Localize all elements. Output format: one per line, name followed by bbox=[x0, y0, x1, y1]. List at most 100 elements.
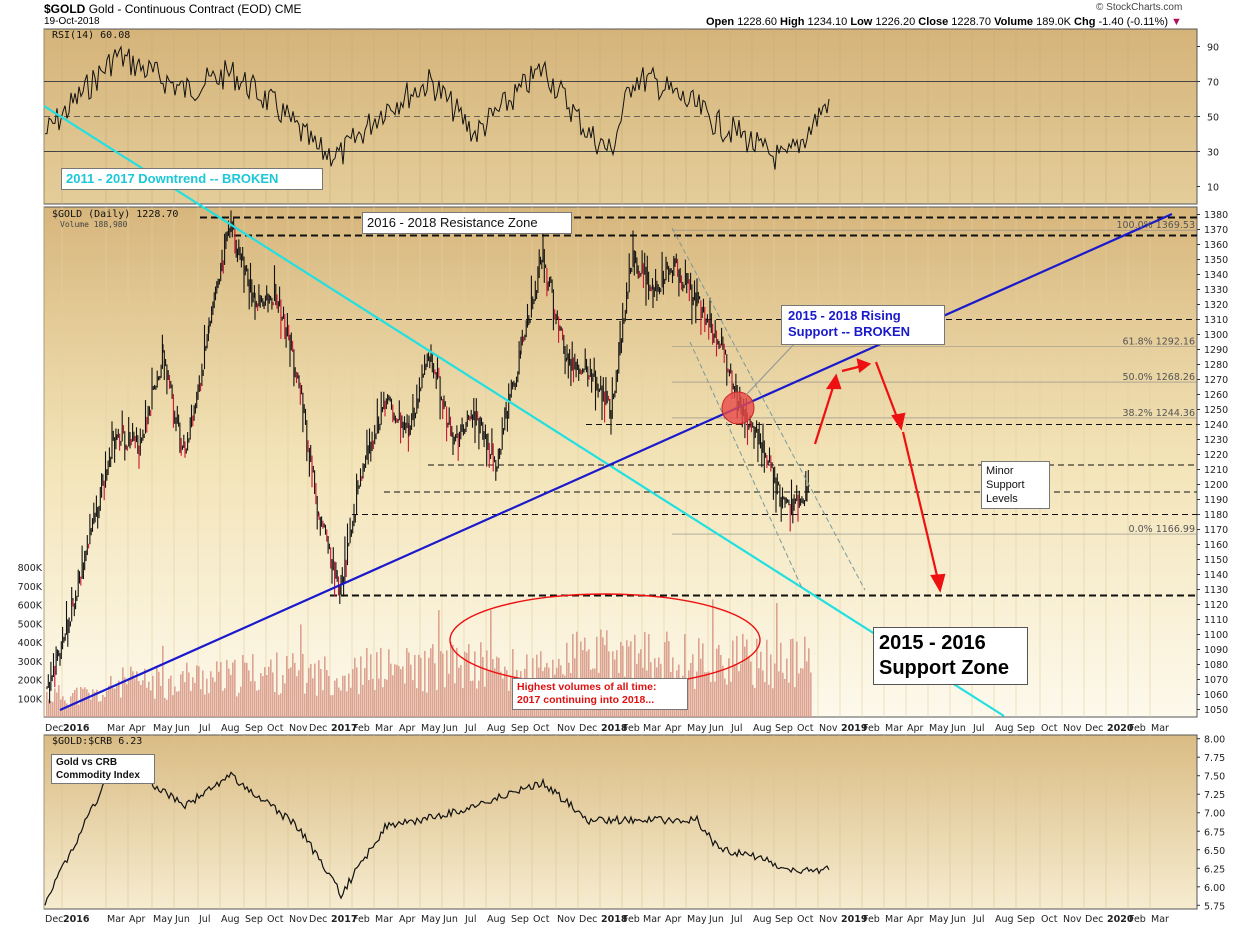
volume-bar bbox=[208, 693, 210, 717]
volume-bar bbox=[310, 663, 312, 717]
volume-bar bbox=[272, 672, 274, 717]
price-tick-label: 1220 bbox=[1204, 450, 1228, 461]
volume-bar bbox=[760, 651, 762, 717]
ratio-tick-label: 6.50 bbox=[1204, 846, 1225, 857]
volume-bar bbox=[110, 675, 112, 717]
volume-bar bbox=[258, 689, 260, 717]
volume-bar bbox=[704, 672, 706, 717]
volume-bar bbox=[396, 664, 398, 717]
volume-bar bbox=[406, 648, 408, 717]
volume-bar bbox=[806, 661, 808, 717]
support-zone-line-2: Support Zone bbox=[879, 657, 1009, 679]
change-value: -1.40 (-0.11%) bbox=[1098, 16, 1168, 28]
volume-bar bbox=[440, 651, 442, 717]
fib-label: 50.0% 1268.26 bbox=[1123, 372, 1195, 383]
ratio-tick-label: 8.00 bbox=[1204, 735, 1225, 746]
volume-bar bbox=[196, 665, 198, 717]
month-tick-label: Feb bbox=[353, 723, 370, 734]
ratio-panel bbox=[43, 734, 1198, 910]
month-tick-label: Sep bbox=[775, 914, 793, 925]
volume-bar bbox=[198, 666, 200, 717]
volume-bar bbox=[796, 641, 798, 717]
price-tick-label: 1130 bbox=[1204, 585, 1228, 596]
volume-bar bbox=[262, 676, 264, 717]
price-tick-label: 1330 bbox=[1204, 285, 1228, 296]
volume-bar bbox=[476, 688, 478, 717]
volume-bar bbox=[228, 668, 230, 717]
price-panel-label: $GOLD (Daily) 1228.70 bbox=[52, 209, 178, 220]
volume-bar bbox=[688, 670, 690, 717]
month-tick-label: Mar bbox=[375, 723, 393, 734]
ratio-note-line-2: Commodity Index bbox=[56, 770, 140, 781]
rsi-line bbox=[44, 45, 830, 170]
callout-pointer bbox=[745, 341, 797, 396]
volume-bar bbox=[500, 671, 502, 717]
volume-bar bbox=[308, 667, 310, 717]
volume-bar bbox=[246, 662, 248, 717]
volume-bar bbox=[464, 651, 466, 717]
volume-tick-label: 400K bbox=[18, 638, 43, 649]
volume-bar bbox=[394, 664, 396, 717]
volume-bar bbox=[240, 686, 242, 717]
ratio-tick-label: 7.25 bbox=[1204, 790, 1225, 801]
volume-bar bbox=[320, 668, 322, 717]
volume-bar bbox=[134, 678, 136, 717]
month-tick-label: Dec bbox=[309, 914, 327, 925]
projection-arrows bbox=[813, 358, 946, 593]
volume-bar bbox=[472, 680, 474, 717]
volume-bar bbox=[116, 684, 118, 717]
month-tick-label: Oct bbox=[1041, 914, 1058, 925]
volume-bar bbox=[508, 690, 510, 717]
price-tick-label: 1150 bbox=[1204, 555, 1228, 566]
month-tick-label: 2017 bbox=[331, 723, 357, 734]
volume-bar bbox=[764, 682, 766, 717]
volume-bar bbox=[106, 691, 108, 717]
price-tick-label: 1160 bbox=[1204, 540, 1228, 551]
volume-panel-label: Volume 188,980 bbox=[60, 220, 128, 229]
volume-bar bbox=[766, 639, 768, 717]
price-tick-label: 1380 bbox=[1204, 210, 1228, 221]
month-tick-label: Jul bbox=[972, 723, 984, 734]
month-tick-label: Oct bbox=[267, 723, 284, 734]
volume-bar bbox=[372, 678, 374, 717]
ratio-tick-label: 7.50 bbox=[1204, 772, 1225, 783]
month-tick-label: Jun bbox=[174, 723, 190, 734]
volume-bar bbox=[206, 678, 208, 717]
volume-bar bbox=[736, 635, 738, 717]
volume-bar bbox=[230, 674, 232, 717]
volume-bar bbox=[730, 681, 732, 717]
volume-bar bbox=[368, 680, 370, 717]
volume-bar bbox=[788, 682, 790, 717]
price-tick-label: 1080 bbox=[1204, 660, 1228, 671]
volume-bar bbox=[430, 648, 432, 717]
month-tick-label: Nov bbox=[557, 723, 576, 734]
month-tick-label: 2017 bbox=[331, 914, 357, 925]
month-tick-label: May bbox=[929, 723, 949, 734]
source-credit[interactable]: © StockCharts.com bbox=[1096, 2, 1183, 13]
volume-bar bbox=[690, 663, 692, 717]
volume-bar bbox=[260, 673, 262, 717]
volume-bar bbox=[732, 640, 734, 717]
rising-support-annotation: 2015 - 2018 Rising Support -- BROKEN bbox=[781, 305, 945, 345]
price-tick-label: 1350 bbox=[1204, 255, 1228, 266]
month-tick-label: Sep bbox=[511, 723, 529, 734]
volume-bar bbox=[88, 692, 90, 717]
volume-bar bbox=[254, 681, 256, 717]
volume-bar bbox=[452, 644, 454, 717]
x-axis-ratio: Dec 2016 Mar Apr May Jun Jul Aug Sep Oct Nov Dec 201… bbox=[45, 914, 1169, 925]
month-tick-label: Jun bbox=[442, 914, 458, 925]
volume-bar bbox=[300, 624, 302, 717]
volume-tick-label: 600K bbox=[18, 601, 43, 612]
month-tick-label: Mar bbox=[885, 914, 903, 925]
month-tick-label: Sep bbox=[245, 914, 263, 925]
month-tick-label: Mar bbox=[107, 914, 125, 925]
month-tick-label: Jun bbox=[174, 914, 190, 925]
volume-bar bbox=[96, 689, 98, 717]
volume-axis: 800K 700K 600K 500K 400K 300K 200K 100K bbox=[18, 563, 43, 705]
volume-bar bbox=[808, 648, 810, 717]
month-tick-label: Mar bbox=[375, 914, 393, 925]
month-tick-label: Apr bbox=[665, 914, 682, 925]
volume-tick-label: 300K bbox=[18, 657, 43, 668]
volume-bar bbox=[156, 667, 158, 717]
